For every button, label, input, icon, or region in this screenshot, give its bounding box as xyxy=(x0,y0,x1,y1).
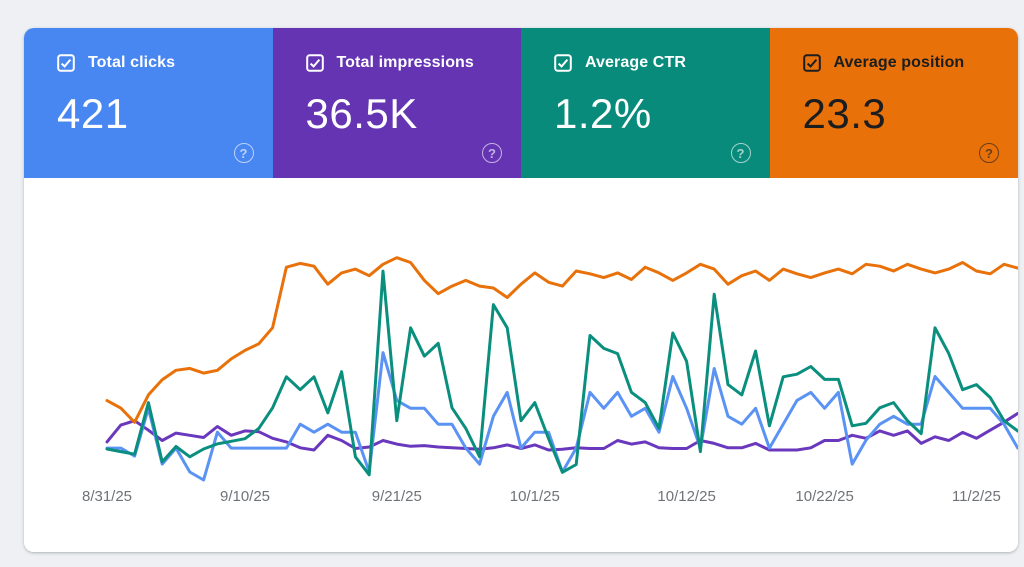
chart-canvas[interactable] xyxy=(24,178,1018,552)
metric-card-header: Average position xyxy=(802,54,1019,72)
metric-label: Total clicks xyxy=(88,54,176,71)
metric-card-header: Total clicks xyxy=(57,54,273,72)
series-line-position xyxy=(105,256,1018,424)
series-line-impressions xyxy=(105,411,1018,452)
series-line-ctr xyxy=(105,269,1018,477)
checked-checkbox-icon[interactable] xyxy=(554,54,572,72)
help-icon[interactable]: ? xyxy=(482,143,502,163)
help-icon[interactable]: ? xyxy=(979,143,999,163)
metric-card-header: Total impressions xyxy=(305,54,522,72)
metric-value: 23.3 xyxy=(802,90,887,137)
metric-card-average-position[interactable]: Average position 23.3 ? xyxy=(769,28,1019,178)
metric-card-total-clicks[interactable]: Total clicks 421 ? xyxy=(24,28,273,178)
performance-chart[interactable]: 8/31/25 9/10/25 9/21/25 10/1/25 10/12/25 10/2… xyxy=(24,178,1018,552)
metric-card-header: Average CTR xyxy=(554,54,770,72)
metric-label: Average CTR xyxy=(585,54,686,71)
performance-panel: Total clicks 421 ? Total impressions 36.… xyxy=(24,28,1018,552)
checked-checkbox-icon[interactable] xyxy=(305,54,324,72)
series-line-clicks xyxy=(105,351,1018,482)
help-icon[interactable]: ? xyxy=(233,143,254,163)
metric-cards-row: Total clicks 421 ? Total impressions 36.… xyxy=(24,28,1018,178)
help-icon[interactable]: ? xyxy=(730,143,751,163)
metric-value: 421 xyxy=(57,90,129,137)
metric-card-total-impressions[interactable]: Total impressions 36.5K ? xyxy=(272,28,522,178)
metric-label: Average position xyxy=(833,54,965,71)
metric-value: 36.5K xyxy=(305,90,418,137)
metric-label: Total impressions xyxy=(336,54,474,71)
checked-checkbox-icon[interactable] xyxy=(57,54,75,72)
checked-checkbox-icon[interactable] xyxy=(802,54,821,72)
metric-value: 1.2% xyxy=(554,90,652,137)
metric-card-average-ctr[interactable]: Average CTR 1.2% ? xyxy=(521,28,770,178)
